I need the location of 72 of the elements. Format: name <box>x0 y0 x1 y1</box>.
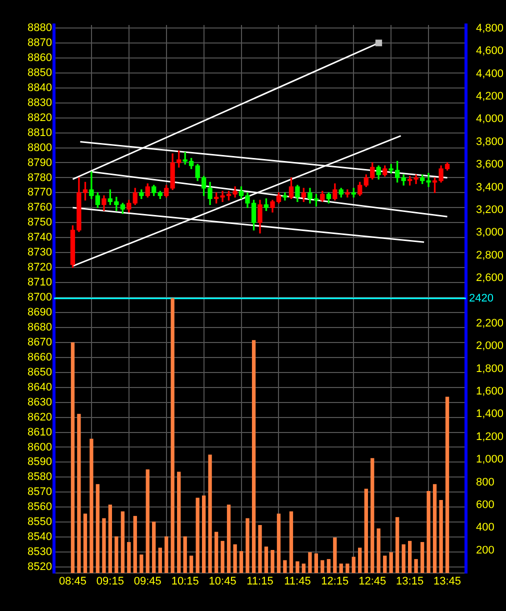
x-tick-label: 08:45 <box>58 576 86 588</box>
y2-tick-label: 1,000 <box>476 454 504 466</box>
x-tick-label: 13:15 <box>396 576 424 588</box>
y-tick-label: 8830 <box>28 96 52 109</box>
y-tick-label: 8570 <box>28 486 52 498</box>
y-tick-label: 8800 <box>28 142 52 154</box>
y-tick-label: 8750 <box>28 216 52 229</box>
y-tick-label: 8610 <box>28 426 52 438</box>
y-tick-label: 8870 <box>28 37 52 49</box>
y-tick-label: 8710 <box>28 276 52 289</box>
y-tick-label: 8550 <box>28 516 52 528</box>
x-tick-label: 09:45 <box>134 576 162 588</box>
x-tick-label: 12:45 <box>358 576 386 588</box>
y-tick-label: 8810 <box>28 126 52 139</box>
y-tick-label: 8600 <box>28 441 52 454</box>
x-tick-label: 13:45 <box>434 576 462 588</box>
y2-tick-label: 2,800 <box>476 249 504 262</box>
y-tick-label: 8660 <box>28 351 52 364</box>
y-tick-label: 8560 <box>28 501 52 514</box>
y-tick-label: 8640 <box>28 381 52 394</box>
y2-tick-label: 1,800 <box>476 362 504 375</box>
y2-tick-label: 2,200 <box>476 317 504 330</box>
y-tick-label: 8540 <box>28 531 52 544</box>
y-tick-label: 8770 <box>28 186 52 199</box>
y2-tick-label: 4,000 <box>476 113 504 126</box>
y-tick-label: 8730 <box>28 246 52 259</box>
y2-tick-label: 400 <box>476 522 494 534</box>
y-tick-label: 8850 <box>28 66 52 79</box>
y-tick-label: 8740 <box>28 232 52 244</box>
y-tick-label: 8690 <box>28 306 52 319</box>
y2-tick-label: 1,200 <box>476 430 504 443</box>
y2-tick-label: 800 <box>476 476 494 488</box>
y2-tick-label: 3,000 <box>476 226 504 239</box>
y2-tick-label: 3,400 <box>476 181 504 194</box>
y-tick-label: 8720 <box>28 262 52 274</box>
y2-tick-label: 2,000 <box>476 340 504 352</box>
x-tick-label: 10:15 <box>171 576 199 588</box>
y2-tick-label: 3,200 <box>476 204 504 216</box>
y-tick-label: 8580 <box>28 471 52 484</box>
y2-tick-label: 4,400 <box>476 68 504 80</box>
x-tick-label: 10:45 <box>208 576 236 588</box>
x-tick-label: 09:15 <box>96 576 124 588</box>
y2-tick-label: 2,600 <box>476 272 504 284</box>
y-tick-label: 8590 <box>28 456 52 468</box>
y-tick-label: 8860 <box>28 52 52 64</box>
y-tick-label: 8780 <box>28 172 52 184</box>
y2-tick-label: 3,800 <box>476 136 504 148</box>
y-tick-label: 8840 <box>28 82 52 94</box>
y-tick-label: 8620 <box>28 411 52 424</box>
x-tick-label: 11:45 <box>284 576 311 588</box>
y-tick-label: 8630 <box>28 396 52 408</box>
x-tick-label: 12:15 <box>321 576 349 588</box>
ref-line-label: 2420 <box>469 292 494 304</box>
y2-tick-label: 4,600 <box>476 45 504 58</box>
y2-tick-label: 4,800 <box>476 22 504 34</box>
y-tick-label: 8670 <box>28 336 52 348</box>
y-tick-label: 8790 <box>28 156 52 169</box>
y2-tick-label: 4,200 <box>476 90 504 103</box>
y-tick-label: 8760 <box>28 202 52 214</box>
y-tick-label: 8880 <box>28 22 52 34</box>
y2-tick-label: 1,600 <box>476 386 504 398</box>
y-tick-label: 8820 <box>28 112 52 124</box>
y2-tick-label: 1,400 <box>476 408 504 420</box>
y-tick-label: 8700 <box>28 292 52 304</box>
y-tick-label: 8680 <box>28 321 52 334</box>
y-tick-label: 8520 <box>28 561 52 574</box>
y-tick-label: 8650 <box>28 366 52 378</box>
x-tick-label: 11:15 <box>246 576 274 588</box>
y-tick-label: 8530 <box>28 546 52 558</box>
y2-tick-label: 600 <box>476 498 494 511</box>
y2-tick-label: 200 <box>476 544 494 556</box>
y2-tick-label: 3,600 <box>476 158 504 171</box>
